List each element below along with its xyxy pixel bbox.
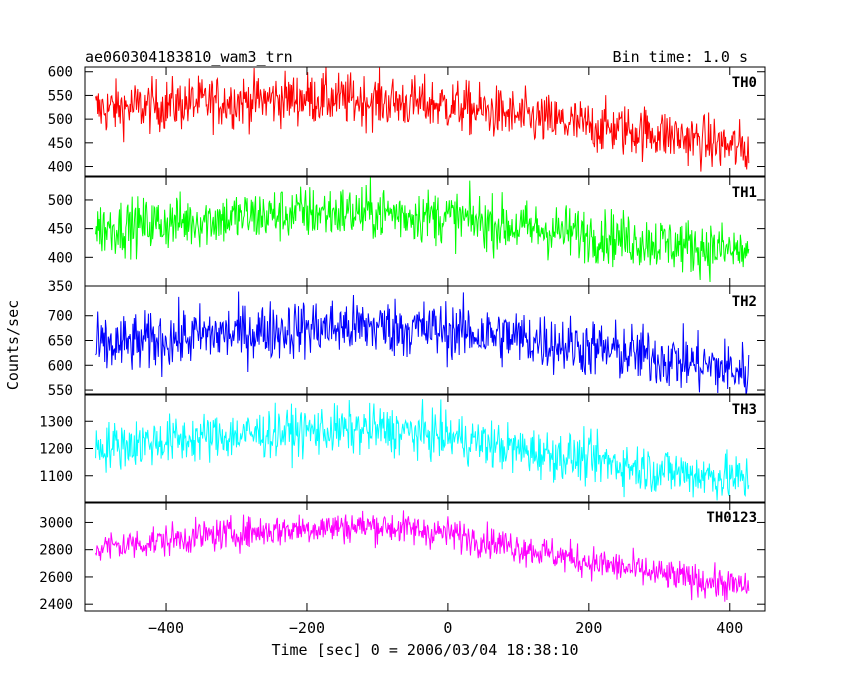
panel-th2: 550 600 650 700 TH2 [48, 285, 766, 399]
y-tick-label: 450 [48, 222, 73, 238]
y-tick-label: 2800 [39, 543, 73, 559]
y-tick-label: 700 [48, 309, 73, 325]
panel-label: TH3 [732, 402, 757, 418]
panel-frame [84, 501, 766, 612]
y-tick-label: 400 [48, 250, 73, 266]
y-tick-label: 2400 [39, 597, 73, 613]
series-line-th1 [95, 177, 750, 283]
chart-title: ae060304183810_wam3_trn [85, 48, 293, 66]
series-line-th2 [95, 291, 750, 395]
y-tick-label: 550 [48, 88, 73, 104]
series-line-th3 [95, 399, 750, 501]
y-tick-label: 450 [48, 136, 73, 152]
panel-label: TH1 [732, 185, 757, 201]
y-tick-label: 600 [48, 358, 73, 374]
y-tick-label: 2600 [39, 570, 73, 586]
x-tick-label: 0 [443, 619, 452, 637]
chart-subtitle: Bin time: 1.0 s [613, 48, 748, 66]
y-axis-label: Counts/sec [4, 300, 22, 390]
y-tick-label: 1100 [39, 469, 73, 485]
y-tick-label: 3000 [39, 515, 73, 531]
y-tick-label: 500 [48, 112, 73, 128]
panel-label: TH0 [732, 75, 757, 91]
x-tick-label: 200 [575, 619, 602, 637]
series-line-th0 [95, 67, 750, 172]
panel-frame [84, 66, 766, 177]
panel-label: TH0123 [706, 510, 757, 526]
y-tick-label: 500 [48, 193, 73, 209]
y-tick-label: 650 [48, 334, 73, 350]
y-tick-label: 550 [48, 383, 73, 399]
x-tick-label: −400 [148, 619, 184, 637]
y-tick-label: 600 [48, 65, 73, 81]
y-tick-label: 1300 [39, 414, 73, 430]
y-tick-label: 350 [48, 279, 73, 295]
y-tick-label: 1200 [39, 442, 73, 458]
panel-label: TH2 [732, 294, 757, 310]
x-tick-label: −200 [289, 619, 325, 637]
panel-th0: 400 450 500 550 600 TH0 [48, 65, 766, 177]
x-tick-label: 400 [716, 619, 743, 637]
panels-group: 400 450 500 550 600 TH0 350 400 450 500 TH1 550 600 6… [39, 65, 766, 637]
y-tick-label: 400 [48, 160, 73, 176]
x-axis-label: Time [sec] 0 = 2006/03/04 18:38:10 [271, 641, 578, 659]
panel-th3: 1100 1200 1300 TH3 [39, 393, 766, 504]
panel-th0123: 2400 2600 2800 3000 TH0123 [39, 501, 766, 613]
series-line-th0123 [95, 510, 750, 602]
panel-th1: 350 400 450 500 TH1 [48, 176, 766, 295]
